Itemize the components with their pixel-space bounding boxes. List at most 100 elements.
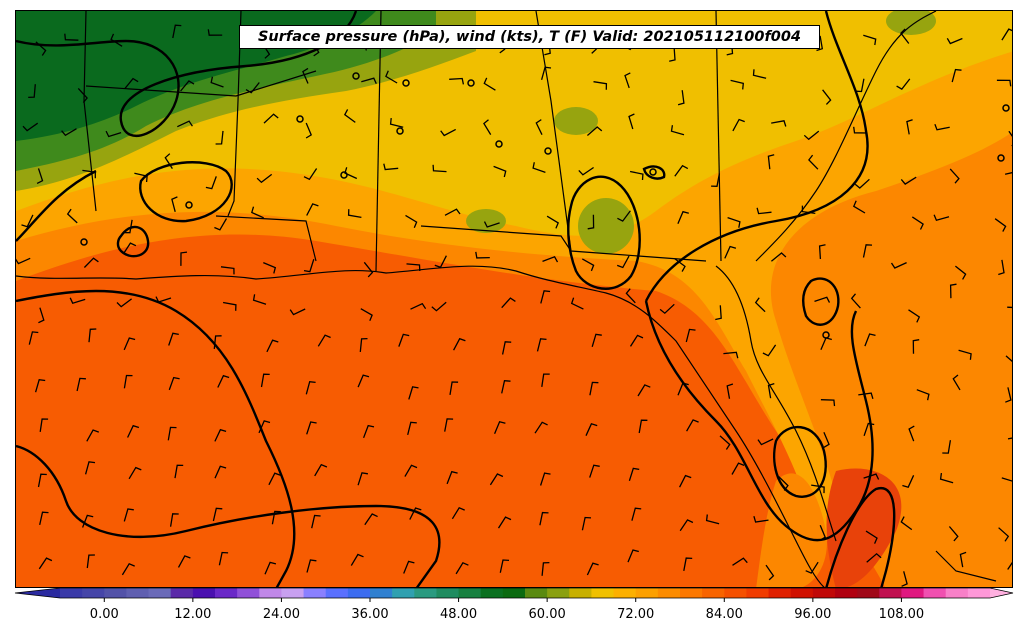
wind-barb [723,351,739,359]
wind-barb [499,559,510,573]
wind-barb [819,524,827,541]
wind-barb [659,303,675,315]
wind-barb [306,421,317,435]
colorbar-cell [857,588,880,598]
colorbar-cell [82,588,105,598]
wind-barb [581,258,595,272]
wind-barb [858,392,874,399]
wind-barb [210,76,224,88]
colorbar-cell [569,588,592,598]
wind-barb [811,484,825,494]
wind-barb [35,41,47,56]
wind-barb [406,263,421,272]
wind-barb [218,551,229,566]
olive-patch [466,209,506,233]
wind-barb [994,218,1007,232]
colorbar-cell [790,588,814,598]
wind-barb [64,33,79,41]
wind-barb [949,283,957,299]
colorbar-tick-label: 48.00 [439,607,478,622]
wind-barb [677,382,689,396]
wind-barb [347,209,362,219]
wind-barb [36,168,44,184]
wind-barb [305,380,316,395]
colorbar-cell [192,588,216,598]
wind-barb [674,258,686,272]
colorbar-cell [170,588,194,598]
wind-barb [586,562,599,576]
wind-barb [168,376,180,391]
wind-barb [121,562,135,576]
wind-barb [410,302,427,310]
isobar-line [567,175,641,290]
wind-barb [541,561,550,576]
wind-barb [76,377,86,392]
wind-barb [489,473,504,486]
wind-barb [449,381,459,396]
wind-barb [440,128,457,137]
wind-barb [629,170,644,181]
wind-barbs [16,24,1012,587]
wind-barb [501,297,516,309]
wind-barb [726,383,734,399]
colorbar-cell [923,588,947,598]
wind-barb [81,514,94,528]
colorbar-cell [303,588,327,598]
wind-barb [16,257,31,265]
isobar-line [16,169,97,242]
wind-barb [616,255,630,269]
wind-barb [627,549,639,563]
wind-barb [939,473,954,484]
colorbar-cell [414,588,437,598]
wind-barb [1007,561,1012,570]
wind-barb [444,208,461,216]
wind-barb [589,381,599,396]
colorbar-extend-low [15,588,60,598]
wind-barb [677,210,689,224]
wind-barb [916,389,930,401]
colorbar-cells [14,587,1014,599]
colorbar-cell [104,588,127,598]
wind-barb [389,118,404,128]
wind-barb [134,172,148,183]
colorbar-cell [901,588,925,598]
wind-barb [446,470,458,485]
wind-barb [38,307,45,324]
wind-barb [756,207,772,215]
wind-barb [890,262,907,269]
wind-barb [61,128,77,137]
colorbar-cell [281,588,305,598]
wind-barb [911,216,924,230]
wind-barb [1005,355,1012,370]
colorbar-cell [635,588,659,598]
wind-barb [110,33,123,47]
wind-barb [360,308,373,322]
wind-barb [949,168,960,184]
wind-barb [398,333,410,347]
wind-barb [625,288,636,304]
wind-barb [222,301,237,311]
wind-barb [1004,172,1012,175]
wind-barb [311,514,321,529]
wind-barb [39,418,49,432]
wind-barb [83,257,99,268]
wind-barb [303,168,318,181]
wind-barb [805,561,819,574]
wind-barb [28,84,36,99]
wind-barb [84,461,96,475]
colorbar-cell [967,588,991,598]
colorbar-cell [702,588,725,598]
wind-barb [581,516,592,531]
wind-barb [686,419,699,432]
wind-barb [213,335,222,349]
wind-barb [631,507,642,521]
wind-barb [483,221,500,228]
colorbar-extend-high [990,588,1013,598]
wind-barb [155,296,172,303]
wind-barb [357,472,369,486]
wind-barb [363,261,374,278]
colorbar-cell [812,588,836,598]
wind-barb [177,120,193,128]
wind-barb [174,464,184,479]
wind-barb [808,154,819,170]
